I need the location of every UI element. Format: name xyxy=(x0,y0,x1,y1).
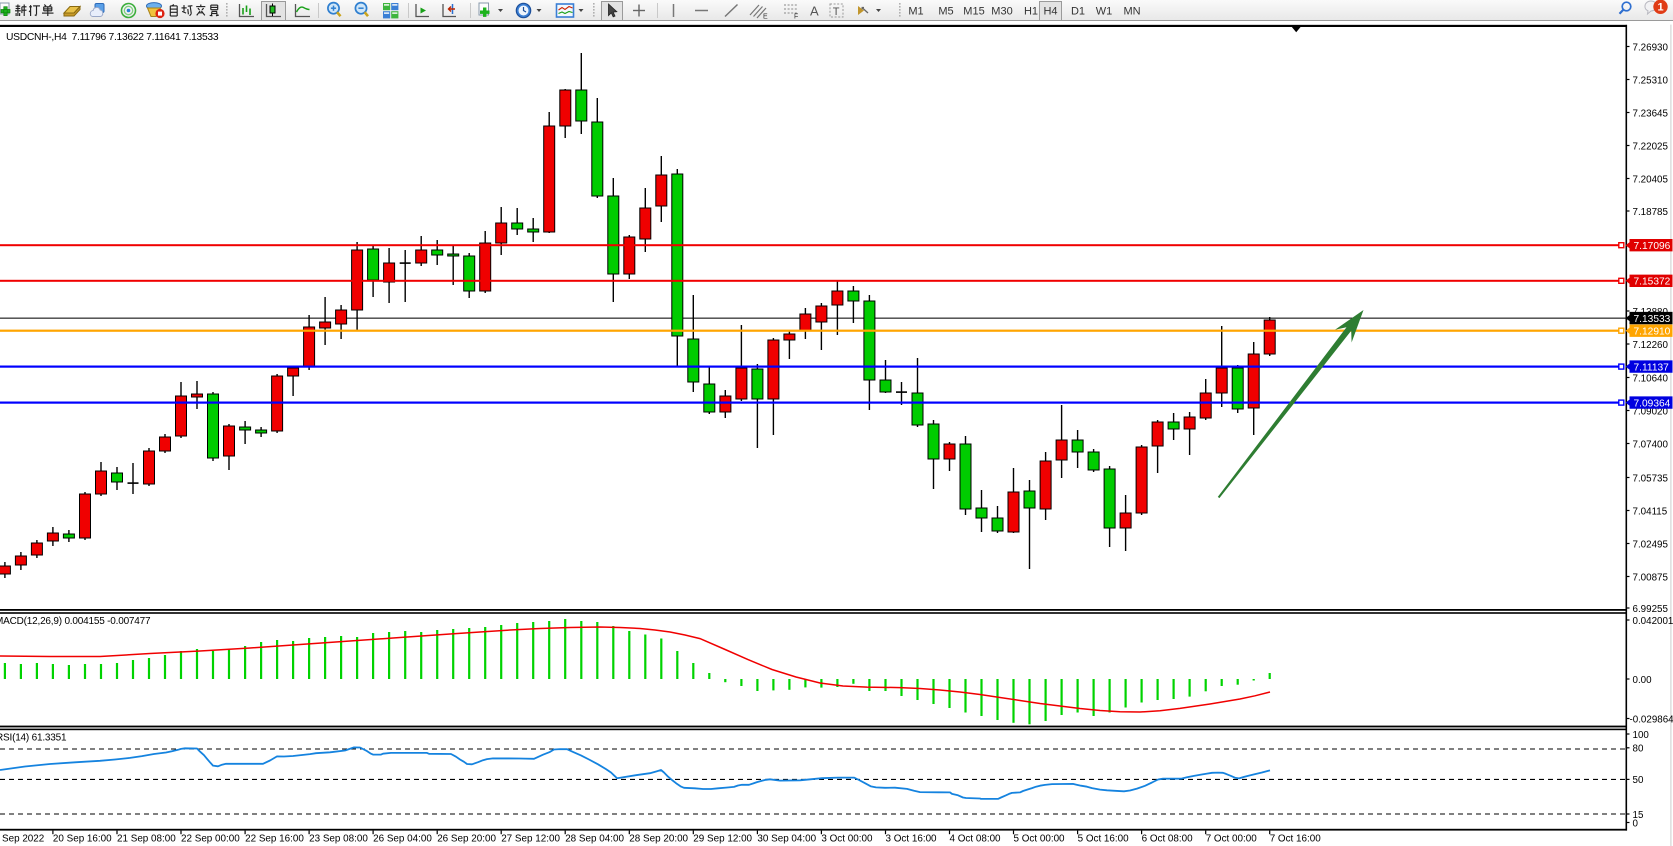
svg-text:29 Sep 12:00: 29 Sep 12:00 xyxy=(693,834,752,845)
svg-text:A: A xyxy=(810,4,819,19)
svg-text:80: 80 xyxy=(1633,744,1644,755)
svg-text:M5: M5 xyxy=(938,6,953,18)
svg-text:26 Sep 20:00: 26 Sep 20:00 xyxy=(437,834,496,845)
svg-text:28 Sep 04:00: 28 Sep 04:00 xyxy=(565,834,624,845)
svg-text:-0.029864: -0.029864 xyxy=(1630,714,1673,725)
svg-text:22 Sep 16:00: 22 Sep 16:00 xyxy=(245,834,304,845)
svg-text:20 Sep 16:00: 20 Sep 16:00 xyxy=(53,834,112,845)
svg-text:M30: M30 xyxy=(991,6,1012,18)
svg-text:7.09364: 7.09364 xyxy=(1634,398,1671,409)
svg-text:28 Sep 20:00: 28 Sep 20:00 xyxy=(629,834,688,845)
svg-text:MN: MN xyxy=(1123,6,1140,18)
svg-text:7 Oct 00:00: 7 Oct 00:00 xyxy=(1206,834,1258,845)
svg-text:100: 100 xyxy=(1633,730,1650,741)
svg-text:6 Oct 08:00: 6 Oct 08:00 xyxy=(1142,834,1194,845)
svg-text:E: E xyxy=(763,14,768,21)
svg-text:26 Sep 04:00: 26 Sep 04:00 xyxy=(373,834,432,845)
svg-text:4 Oct 08:00: 4 Oct 08:00 xyxy=(950,834,1002,845)
svg-text:7.09020: 7.09020 xyxy=(1633,406,1669,417)
svg-text:M1: M1 xyxy=(908,6,923,18)
svg-text:15: 15 xyxy=(1633,810,1644,821)
svg-text:F: F xyxy=(794,14,798,21)
svg-text:USDCNH-,H4 7.11796 7.13622 7.: USDCNH-,H4 7.11796 7.13622 7.11641 7.135… xyxy=(6,32,219,43)
svg-text:MACD(12,26,9) 0.004155 -0.0074: MACD(12,26,9) 0.004155 -0.007477 xyxy=(0,616,151,627)
svg-text:7.13533: 7.13533 xyxy=(1634,314,1671,325)
svg-text:H1: H1 xyxy=(1024,6,1038,18)
svg-text:7.22025: 7.22025 xyxy=(1633,141,1669,152)
svg-text:27 Sep 12:00: 27 Sep 12:00 xyxy=(501,834,560,845)
svg-text:7.23645: 7.23645 xyxy=(1633,108,1669,119)
svg-text:3 Oct 00:00: 3 Oct 00:00 xyxy=(821,834,873,845)
svg-text:7.11137: 7.11137 xyxy=(1634,362,1670,373)
svg-text:7.15372: 7.15372 xyxy=(1634,277,1671,288)
svg-text:1: 1 xyxy=(1657,2,1663,14)
svg-text:D1: D1 xyxy=(1071,6,1085,18)
svg-text:T: T xyxy=(833,6,840,18)
svg-text:23 Sep 08:00: 23 Sep 08:00 xyxy=(309,834,368,845)
svg-text:7.12910: 7.12910 xyxy=(1634,327,1671,338)
svg-text:H4: H4 xyxy=(1043,6,1057,18)
svg-text:0: 0 xyxy=(1633,818,1639,829)
svg-text:7 Oct 16:00: 7 Oct 16:00 xyxy=(1270,834,1322,845)
svg-text:30 Sep 04:00: 30 Sep 04:00 xyxy=(757,834,816,845)
svg-text:7.05735: 7.05735 xyxy=(1633,473,1669,484)
svg-text:0.00: 0.00 xyxy=(1633,675,1653,686)
svg-text:0.042001: 0.042001 xyxy=(1633,616,1673,627)
svg-text:7.04115: 7.04115 xyxy=(1633,506,1668,517)
svg-text:M15: M15 xyxy=(963,6,984,18)
svg-text:5 Oct 16:00: 5 Oct 16:00 xyxy=(1078,834,1130,845)
svg-text:22 Sep 00:00: 22 Sep 00:00 xyxy=(181,834,240,845)
svg-text:7.18785: 7.18785 xyxy=(1633,207,1669,218)
svg-text:50: 50 xyxy=(1633,775,1644,786)
svg-text:5 Oct 00:00: 5 Oct 00:00 xyxy=(1014,834,1066,845)
svg-text:7.17096: 7.17096 xyxy=(1634,241,1671,252)
svg-text:7.00875: 7.00875 xyxy=(1633,572,1669,583)
svg-text:W1: W1 xyxy=(1096,6,1113,18)
svg-text:7.10640: 7.10640 xyxy=(1633,373,1669,384)
svg-text:7.25310: 7.25310 xyxy=(1633,75,1669,86)
svg-text:7.02495: 7.02495 xyxy=(1633,539,1669,550)
svg-text:Sep 2022: Sep 2022 xyxy=(2,834,44,845)
svg-text:7.20405: 7.20405 xyxy=(1633,174,1669,185)
svg-text:3 Oct 16:00: 3 Oct 16:00 xyxy=(886,834,938,845)
svg-text:RSI(14) 61.3351: RSI(14) 61.3351 xyxy=(0,733,67,744)
svg-text:7.07400: 7.07400 xyxy=(1633,439,1669,450)
svg-text:6.99255: 6.99255 xyxy=(1633,604,1669,615)
svg-text:21 Sep 08:00: 21 Sep 08:00 xyxy=(117,834,176,845)
svg-text:7.12260: 7.12260 xyxy=(1633,340,1669,351)
svg-text:7.26930: 7.26930 xyxy=(1633,42,1669,53)
